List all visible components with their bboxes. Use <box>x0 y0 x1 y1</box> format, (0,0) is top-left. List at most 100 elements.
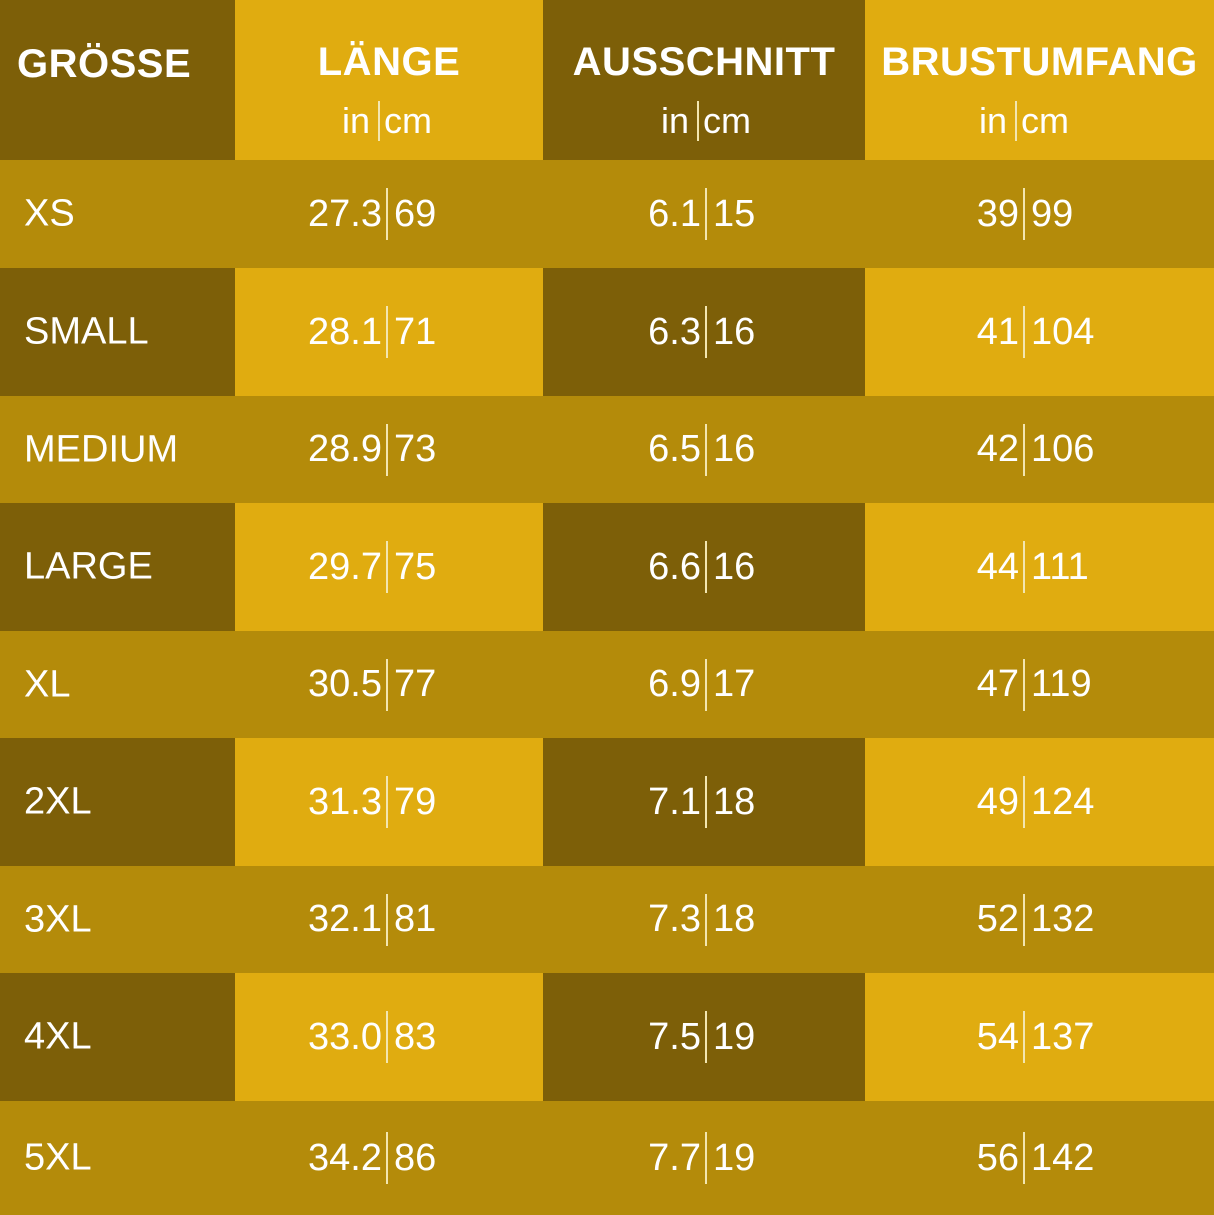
value-cm: 111 <box>1031 545 1089 588</box>
measure-cell: 31.3 79 <box>235 738 543 866</box>
table-row: 3XL 32.1 81 7.3 18 52 132 <box>0 866 1214 973</box>
value-cm: 71 <box>394 310 437 353</box>
measure-cell: 42 106 <box>865 396 1214 503</box>
table-row: XS 27.3 69 6.1 15 39 99 <box>0 160 1214 268</box>
size-label: XS <box>24 192 75 235</box>
unit-label: in cm <box>979 100 1069 142</box>
size-cell: 2XL <box>0 738 235 866</box>
measure-cell: 44 111 <box>865 503 1214 631</box>
measure-pair: 42 106 <box>865 423 1094 476</box>
column-title: BRUSTUMFANG <box>881 40 1198 84</box>
measure-cell: 28.1 71 <box>235 268 543 396</box>
size-cell: SMALL <box>0 268 235 396</box>
measure-pair: 39 99 <box>865 188 1073 240</box>
value-in: 41 <box>976 310 1019 353</box>
measure-cell: 6.5 16 <box>543 396 865 503</box>
value-in: 6.3 <box>648 310 701 353</box>
value-cm: 19 <box>713 1015 756 1058</box>
unit-cm: cm <box>1021 100 1070 141</box>
header-column: LÄNGE in cm <box>235 0 543 160</box>
measure-cell: 28.9 73 <box>235 396 543 503</box>
value-cm: 142 <box>1031 1136 1095 1179</box>
divider <box>705 893 707 946</box>
divider <box>1023 423 1025 476</box>
header-column: AUSSCHNITT in cm <box>543 0 865 160</box>
value-cm: 79 <box>394 780 437 823</box>
value-in: 30.5 <box>308 663 382 705</box>
measure-pair: 28.9 73 <box>235 423 437 476</box>
divider <box>1023 188 1025 240</box>
measure-cell: 7.5 19 <box>543 973 865 1101</box>
value-cm: 19 <box>713 1136 756 1179</box>
header-column: BRUSTUMFANG in cm <box>865 0 1214 160</box>
measure-pair: 6.6 16 <box>543 541 755 593</box>
value-cm: 15 <box>713 192 756 235</box>
measure-pair: 29.7 75 <box>235 541 436 593</box>
value-in: 49 <box>976 780 1019 823</box>
value-in: 34.2 <box>308 1136 382 1179</box>
value-in: 32.1 <box>308 898 382 940</box>
measure-pair: 7.3 18 <box>543 893 755 946</box>
divider <box>378 101 381 141</box>
value-cm: 77 <box>394 663 437 705</box>
measure-pair: 7.7 19 <box>543 1132 755 1184</box>
value-cm: 81 <box>394 898 437 940</box>
measure-cell: 56 142 <box>865 1101 1214 1215</box>
size-cell: 3XL <box>0 866 235 973</box>
unit-in: in <box>342 100 371 141</box>
divider <box>1023 306 1025 358</box>
header-size: GRÖSSE <box>0 0 235 160</box>
size-cell: 4XL <box>0 973 235 1101</box>
measure-pair: 31.3 79 <box>235 776 436 828</box>
unit-in: in <box>979 100 1008 141</box>
value-in: 28.1 <box>308 310 382 353</box>
value-in: 39 <box>976 192 1019 235</box>
measure-pair: 7.1 18 <box>543 776 755 828</box>
value-cm: 124 <box>1031 780 1095 823</box>
measure-pair: 52 132 <box>865 893 1094 946</box>
divider <box>705 541 707 593</box>
measure-cell: 33.0 83 <box>235 973 543 1101</box>
divider <box>705 1132 707 1184</box>
measure-cell: 32.1 81 <box>235 866 543 973</box>
value-cm: 73 <box>394 428 437 470</box>
unit-cm: cm <box>703 100 752 141</box>
divider <box>1015 101 1018 141</box>
size-cell: XL <box>0 631 235 738</box>
measure-pair: 41 104 <box>865 306 1094 358</box>
value-in: 33.0 <box>308 1015 382 1058</box>
measure-cell: 7.7 19 <box>543 1101 865 1215</box>
divider <box>705 423 707 476</box>
measure-pair: 7.5 19 <box>543 1011 755 1063</box>
column-title: AUSSCHNITT <box>572 40 836 84</box>
size-label: 2XL <box>24 780 92 823</box>
measure-pair: 33.0 83 <box>235 1011 436 1063</box>
value-cm: 75 <box>394 545 437 588</box>
divider <box>1023 1132 1025 1184</box>
value-cm: 119 <box>1031 663 1092 705</box>
measure-pair: 49 124 <box>865 776 1094 828</box>
value-in: 47 <box>976 663 1019 705</box>
column-title: GRÖSSE <box>17 42 192 86</box>
value-in: 7.1 <box>648 780 701 823</box>
divider <box>1023 1011 1025 1063</box>
measure-cell: 7.1 18 <box>543 738 865 866</box>
measure-cell: 29.7 75 <box>235 503 543 631</box>
table-row: LARGE 29.7 75 6.6 16 44 111 <box>0 503 1214 631</box>
divider <box>705 306 707 358</box>
measure-pair: 30.5 77 <box>235 658 437 711</box>
measure-cell: 6.3 16 <box>543 268 865 396</box>
table-row: 2XL 31.3 79 7.1 18 49 124 <box>0 738 1214 866</box>
divider <box>386 893 388 946</box>
value-in: 7.5 <box>648 1015 701 1058</box>
divider <box>386 306 388 358</box>
value-cm: 18 <box>713 780 756 823</box>
divider <box>386 1132 388 1184</box>
value-cm: 16 <box>713 310 756 353</box>
divider <box>386 1011 388 1063</box>
divider <box>1023 658 1025 711</box>
divider <box>386 541 388 593</box>
measure-cell: 49 124 <box>865 738 1214 866</box>
unit-label: in cm <box>661 100 751 142</box>
value-in: 31.3 <box>308 780 382 823</box>
